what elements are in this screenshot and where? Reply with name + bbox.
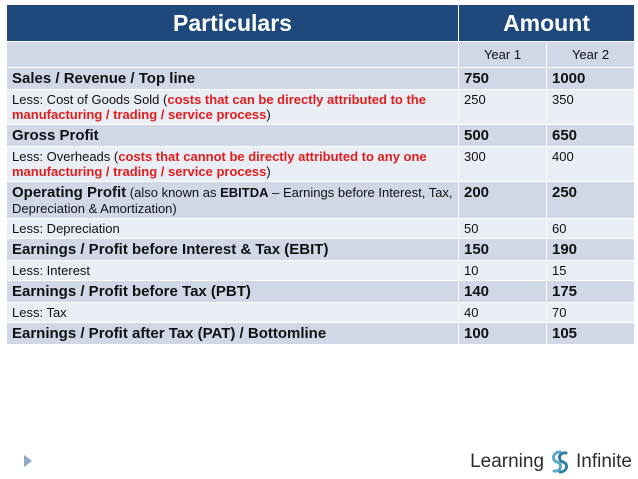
particulars-cell: Less: Cost of Goods Sold (costs that can… bbox=[6, 89, 459, 125]
table-row: Earnings / Profit before Interest & Tax … bbox=[6, 238, 635, 261]
year-1-value: 250 bbox=[458, 89, 547, 125]
learning-infinite-logo: Learning Infinite bbox=[470, 448, 632, 476]
table-row: Earnings / Profit before Tax (PBT) 140 175 bbox=[6, 280, 635, 303]
year-2-value: 650 bbox=[546, 124, 635, 147]
table-row: Sales / Revenue / Top line 750 1000 bbox=[6, 67, 635, 90]
label-segment: Less: Overheads ( bbox=[12, 149, 119, 164]
particulars-cell: Earnings / Profit before Interest & Tax … bbox=[6, 238, 459, 261]
particulars-cell: Less: Tax bbox=[6, 302, 459, 323]
particulars-cell: Less: Overheads (costs that cannot be di… bbox=[6, 146, 459, 182]
label-segment: Operating Profit bbox=[12, 184, 127, 201]
table-header-row: Particulars Amount bbox=[6, 4, 635, 42]
label-segment: Less: Interest bbox=[12, 263, 91, 278]
label-segment: Earnings / Profit before Tax (PBT) bbox=[12, 283, 251, 300]
slide-footer: Learning Infinite bbox=[0, 445, 638, 479]
label-segment: Sales / Revenue / Top line bbox=[12, 70, 196, 87]
label-segment: costs that can be directly attributed to… bbox=[12, 92, 426, 122]
label-segment: ) bbox=[266, 107, 271, 122]
year-2-header: Year 2 bbox=[546, 41, 635, 68]
year-1-value: 140 bbox=[458, 280, 547, 303]
table-row: Operating Profit (also known as EBITDA –… bbox=[6, 181, 635, 219]
year-1-header: Year 1 bbox=[458, 41, 547, 68]
label-segment: (also known as bbox=[126, 185, 221, 200]
blank-header-cell bbox=[6, 41, 459, 68]
year-1-value: 500 bbox=[458, 124, 547, 147]
logo-text-left: Learning bbox=[470, 451, 545, 472]
particulars-cell: Less: Interest bbox=[6, 260, 459, 281]
table-row: Less: Cost of Goods Sold (costs that can… bbox=[6, 89, 635, 125]
particulars-cell: Earnings / Profit before Tax (PBT) bbox=[6, 280, 459, 303]
table-row: Less: Depreciation 50 60 bbox=[6, 218, 635, 239]
particulars-cell: Sales / Revenue / Top line bbox=[6, 67, 459, 90]
label-segment: Less: Tax bbox=[12, 305, 67, 320]
table-row: Less: Overheads (costs that cannot be di… bbox=[6, 146, 635, 182]
label-segment: – Earnings before Interest, Tax, Depreci… bbox=[12, 185, 453, 216]
table-row: Earnings / Profit after Tax (PAT) / Bott… bbox=[6, 322, 635, 345]
year-2-value: 190 bbox=[546, 238, 635, 261]
year-1-value: 300 bbox=[458, 146, 547, 182]
table-row: Gross Profit 500 650 bbox=[6, 124, 635, 147]
label-segment: costs that cannot be directly attributed… bbox=[12, 149, 427, 179]
table-row: Less: Tax 40 70 bbox=[6, 302, 635, 323]
year-1-value: 150 bbox=[458, 238, 547, 261]
amount-header: Amount bbox=[458, 4, 635, 42]
particulars-cell: Gross Profit bbox=[6, 124, 459, 147]
particulars-cell: Earnings / Profit after Tax (PAT) / Bott… bbox=[6, 322, 459, 345]
year-2-value: 15 bbox=[546, 260, 635, 281]
particulars-header: Particulars bbox=[6, 4, 459, 42]
label-segment: Less: Depreciation bbox=[12, 221, 120, 236]
profit-loss-table: Particulars Amount Year 1 Year 2 Sales /… bbox=[6, 4, 635, 345]
year-2-value: 350 bbox=[546, 89, 635, 125]
year-2-value: 70 bbox=[546, 302, 635, 323]
particulars-cell: Operating Profit (also known as EBITDA –… bbox=[6, 181, 459, 219]
year-2-value: 175 bbox=[546, 280, 635, 303]
year-1-value: 100 bbox=[458, 322, 547, 345]
triangle-bullet-icon bbox=[24, 455, 32, 467]
logo-text-right: Infinite bbox=[576, 451, 632, 472]
year-1-value: 50 bbox=[458, 218, 547, 239]
year-header-row: Year 1 Year 2 bbox=[6, 41, 635, 68]
year-2-value: 60 bbox=[546, 218, 635, 239]
label-segment: Gross Profit bbox=[12, 127, 99, 144]
table-row: Less: Interest 10 15 bbox=[6, 260, 635, 281]
year-2-value: 105 bbox=[546, 322, 635, 345]
year-2-value: 250 bbox=[546, 181, 635, 219]
year-1-value: 10 bbox=[458, 260, 547, 281]
year-2-value: 400 bbox=[546, 146, 635, 182]
label-segment: Earnings / Profit after Tax (PAT) / Bott… bbox=[12, 325, 327, 342]
year-1-value: 750 bbox=[458, 67, 547, 90]
label-segment: Less: Cost of Goods Sold ( bbox=[12, 92, 168, 107]
label-segment: Earnings / Profit before Interest & Tax … bbox=[12, 241, 329, 258]
year-1-value: 40 bbox=[458, 302, 547, 323]
label-segment: ) bbox=[266, 164, 271, 179]
label-segment: EBITDA bbox=[220, 185, 269, 200]
year-1-value: 200 bbox=[458, 181, 547, 219]
year-2-value: 1000 bbox=[546, 67, 635, 90]
infinity-swirl-icon bbox=[551, 450, 569, 474]
particulars-cell: Less: Depreciation bbox=[6, 218, 459, 239]
